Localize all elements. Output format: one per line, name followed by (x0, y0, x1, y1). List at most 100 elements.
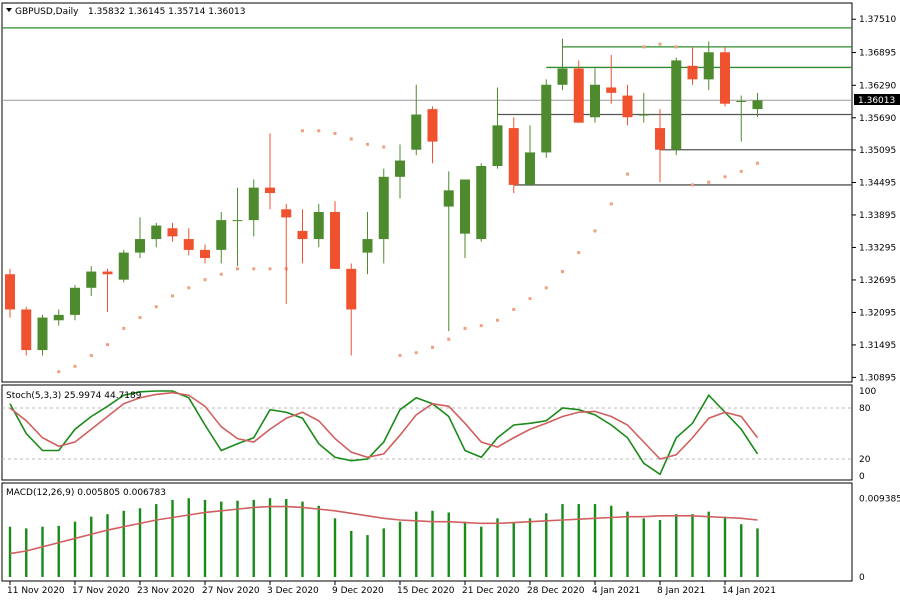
candle-body (216, 220, 227, 250)
candle-body (167, 228, 178, 237)
candle-body (313, 211, 324, 240)
macd-bar (658, 520, 662, 577)
sar-dot (528, 297, 532, 301)
price-tick-label: 1.37510 (859, 15, 896, 25)
sar-dot (658, 42, 662, 46)
candle-body (622, 95, 633, 118)
stoch-signal-line (9, 391, 759, 460)
time-tick-label: 11 Nov 2020 (7, 586, 65, 596)
sar-dot (398, 353, 402, 357)
sar-dot (414, 351, 418, 355)
sar-dot (57, 370, 61, 374)
sar-dot (252, 267, 256, 271)
time-tick-label: 15 Dec 2020 (397, 586, 455, 596)
candle-body (492, 125, 503, 166)
candle-body (362, 239, 373, 253)
sar-dot (431, 345, 434, 349)
macd-bar (122, 510, 125, 577)
candle-body (443, 190, 454, 207)
panel-frame-1 (1, 384, 853, 481)
sar-dot (219, 272, 223, 276)
macd-bar (561, 504, 564, 577)
macd-series: 0.009385 0 (8, 494, 900, 583)
parabolic-sar-dots (57, 42, 759, 374)
macd-bar (577, 504, 580, 577)
candle-body (135, 239, 145, 253)
macd-bar (528, 518, 532, 577)
price-tick-label: 1.31495 (859, 341, 896, 351)
sar-dot (333, 131, 337, 135)
candle-body (232, 220, 243, 222)
sar-dot (154, 305, 158, 309)
candle-body (541, 84, 552, 153)
candle-body (525, 152, 535, 185)
sar-dot (544, 286, 548, 290)
time-tick-label: 4 Jan 2021 (592, 586, 640, 596)
macd-bar (155, 504, 158, 577)
macd-bar (252, 499, 255, 577)
candle-body (86, 271, 97, 288)
candle-body (70, 287, 80, 315)
price-tick-label: 1.34495 (859, 178, 896, 188)
macd-bar (723, 516, 727, 577)
sar-dot (301, 129, 304, 133)
macd-bar (593, 504, 597, 577)
macd-bar (382, 528, 385, 577)
macd-signal-line (9, 505, 758, 555)
candle-body (248, 187, 259, 221)
macd-bar (25, 528, 28, 577)
macd-bar (398, 521, 402, 577)
macd-bar (333, 518, 337, 577)
time-tick-label: 21 Dec 2020 (462, 586, 520, 596)
candle-body (183, 239, 194, 250)
price-tick-label: 1.35095 (859, 146, 896, 156)
macd-bar (57, 525, 60, 577)
candle-body (590, 84, 600, 118)
stoch-tick-label: 0 (859, 472, 865, 482)
macd-bar (350, 530, 353, 577)
macd-bar (496, 518, 499, 577)
candle-body (573, 68, 584, 123)
macd-bar (707, 511, 710, 577)
macd-bar (756, 528, 759, 577)
sar-dot (561, 270, 564, 274)
sar-dot (756, 161, 759, 165)
candle-body (411, 114, 422, 150)
sar-dot (268, 267, 272, 271)
sar-dot (236, 267, 239, 271)
candle-body (476, 165, 487, 240)
time-tick-label: 8 Jan 2021 (657, 586, 705, 596)
macd-bar (642, 518, 645, 577)
time-tick-label: 27 Nov 2020 (202, 586, 260, 596)
dropdown-triangle-icon[interactable] (6, 8, 12, 12)
price-tick-label: 1.35690 (859, 114, 896, 124)
candle-body (37, 317, 48, 351)
time-tick-label: 28 Dec 2020 (527, 586, 585, 596)
candle-body (346, 268, 357, 310)
sar-dot (479, 324, 483, 328)
candle-body (265, 187, 275, 194)
macd-bar (480, 526, 483, 577)
macd-bar (463, 521, 467, 577)
macd-bar (675, 514, 678, 577)
sar-dot (73, 364, 77, 368)
price-tick-label: 1.32695 (859, 276, 896, 286)
sar-dot (739, 169, 743, 173)
macd-bar (610, 505, 613, 577)
macd-bar (431, 510, 434, 577)
sar-dot (691, 183, 694, 187)
sar-dot (512, 307, 516, 311)
macd-bar (285, 499, 288, 577)
sar-dot (723, 175, 727, 179)
sar-dot (642, 45, 646, 49)
price-axis: 1.37510 1.36895 1.36290 1.35690 1.35095 1.344… (852, 15, 896, 383)
macd-bar (106, 514, 109, 577)
price-tick-label: 1.32095 (859, 308, 896, 318)
ohlc-values: 1.35832 1.36145 1.35714 1.36013 (88, 7, 245, 17)
current-price-label: 1.36013 (858, 96, 895, 106)
macd-tick-label: 0.009385 (859, 494, 900, 504)
macd-bar (73, 521, 77, 577)
panel-frames (1, 2, 853, 582)
sar-dot (496, 318, 499, 322)
